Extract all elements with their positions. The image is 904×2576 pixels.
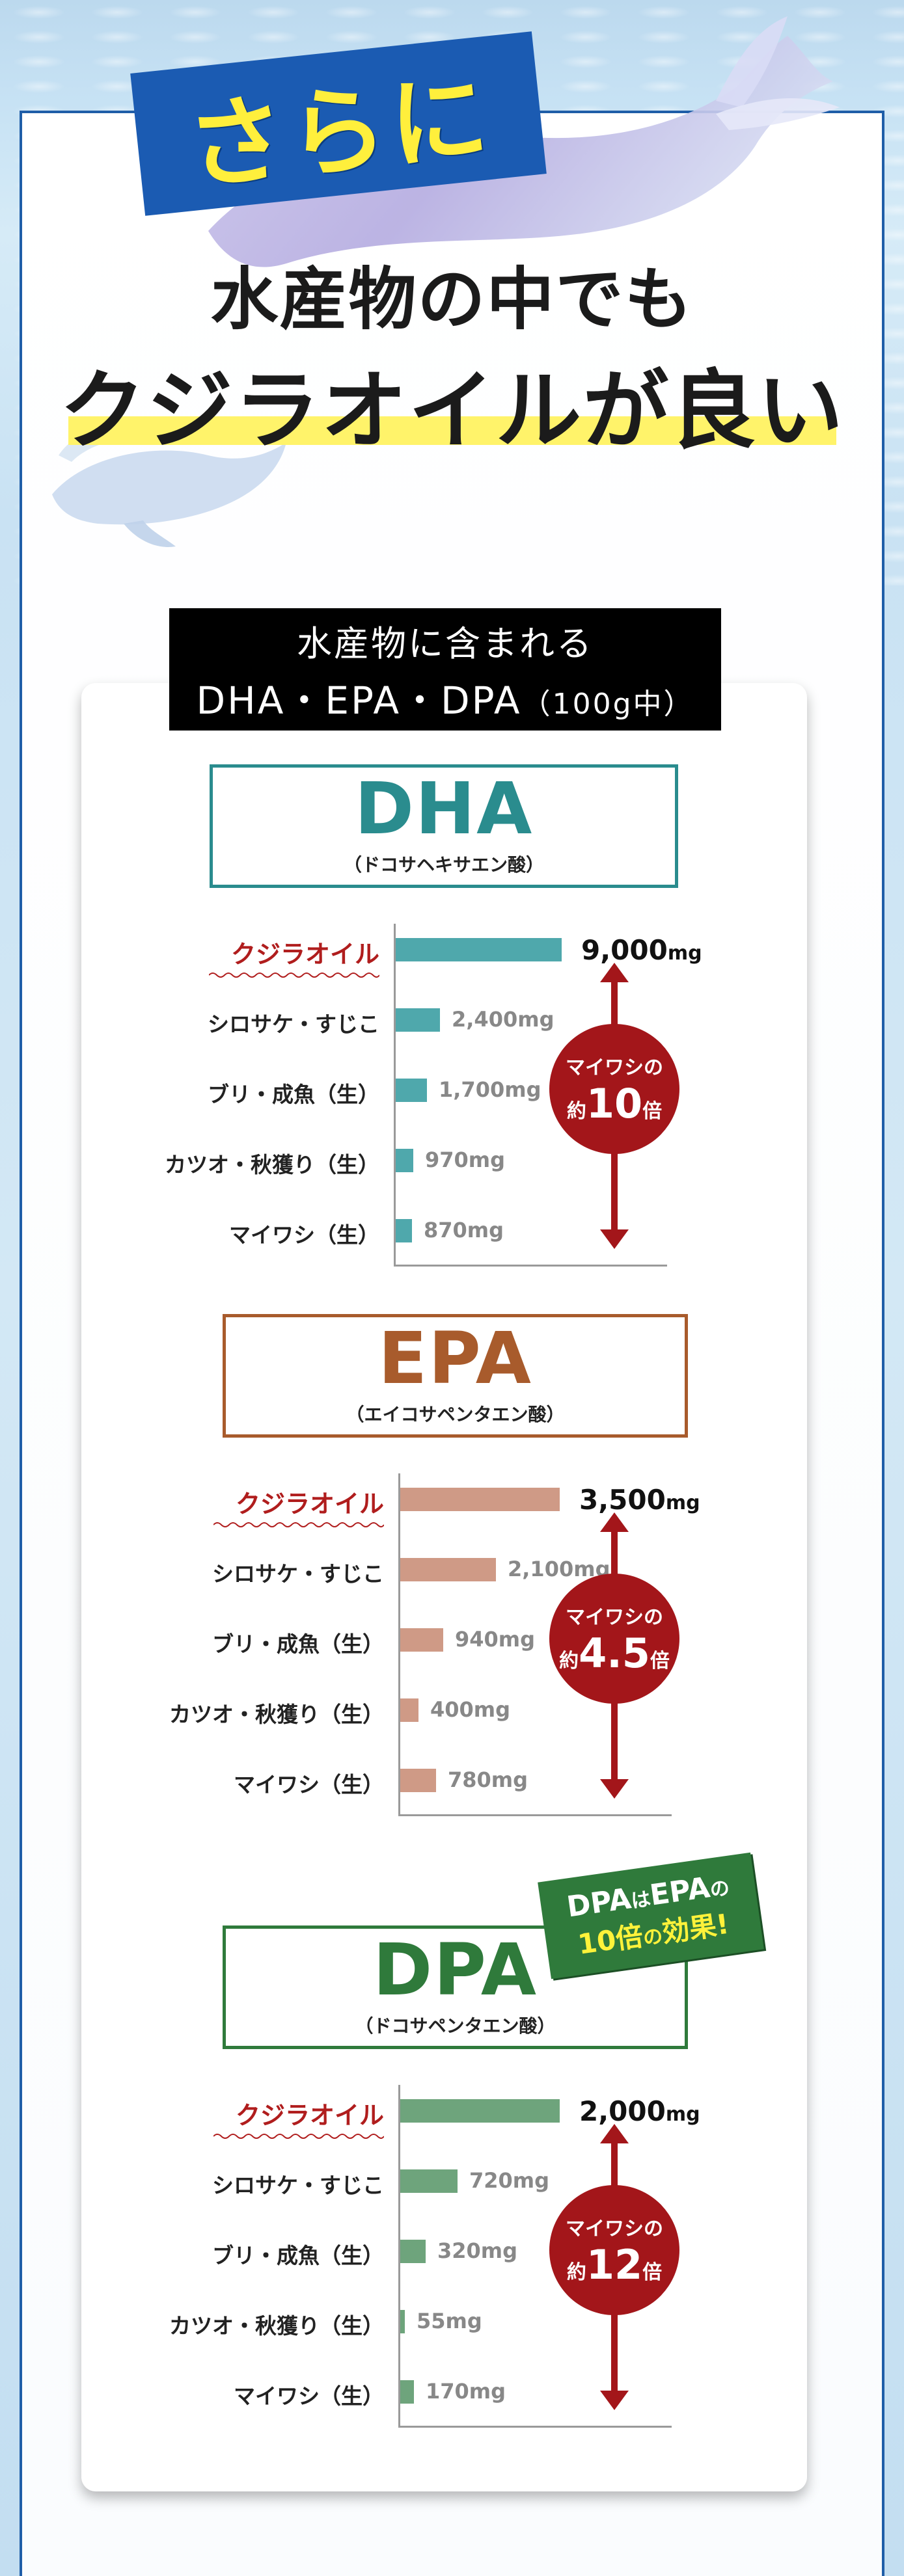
dha-value-unit: mg (667, 942, 702, 965)
dha-ratio-line2: 約10倍 (549, 1080, 679, 1127)
dpa-note-no2: の (642, 1924, 664, 1950)
epa-row-label: マイワシ（生） (234, 1772, 384, 1797)
dpa-value: 2,000mg (579, 2095, 700, 2127)
dpa-bar (400, 2380, 414, 2404)
epa-bar (400, 1628, 443, 1652)
dpa-note-no: の (708, 1876, 732, 1902)
epa-ratio-suffix: 倍 (650, 1649, 670, 1672)
dha-row-label: マイワシ（生） (229, 1222, 379, 1248)
epa-title: EPA (378, 1317, 532, 1400)
epa-value-number: 3,500 (579, 1484, 666, 1516)
dpa-ratio-line1: マイワシの (566, 2217, 663, 2240)
dha-row-label: カツオ・秋獲り（生） (165, 1152, 379, 1177)
dpa-ratio-circle: マイワシの 約12倍 (549, 2185, 679, 2315)
epa-row-label: ブリ・成魚（生） (212, 1631, 384, 1657)
dha-underline-wave (208, 969, 380, 978)
dha-ratio-line1: マイワシの (566, 1056, 663, 1079)
dha-value-number: 9,000 (581, 934, 668, 966)
dha-row-label: ブリ・成魚（生） (208, 1082, 379, 1107)
epa-ratio-number: 4.5 (579, 1629, 650, 1677)
dha-ratio-suffix: 倍 (642, 1099, 663, 1123)
epa-row-label: クジラオイル (235, 1490, 384, 1518)
dha-title-box: DHA （ドコサヘキサエン酸） (210, 764, 678, 888)
dha-bar (396, 1219, 412, 1242)
dpa-value-unit: mg (665, 2103, 700, 2126)
title-highlight (68, 416, 836, 445)
epa-underline-wave (213, 1519, 385, 1527)
dha-ratio-number: 10 (586, 1079, 643, 1127)
dpa-row-label: クジラオイル (235, 2101, 384, 2130)
dha-ratio-circle: マイワシの 約10倍 (549, 1024, 679, 1154)
dha-bar (396, 1079, 427, 1102)
dha-row-label: クジラオイル (230, 940, 379, 969)
dha-title: DHA (354, 767, 534, 850)
dpa-bar (400, 2099, 560, 2123)
dha-value: 870mg (424, 1218, 504, 1242)
card-title-suffix: （100g中） (521, 687, 694, 721)
epa-value: 940mg (455, 1627, 536, 1652)
dpa-subtitle: （ドコサペンタエン酸） (355, 2015, 556, 2037)
dpa-row-label: シロサケ・すじこ (212, 2173, 384, 2198)
dha-value: 9,000mg (581, 934, 702, 966)
epa-bar (400, 1558, 496, 1581)
dha-subtitle: （ドコサヘキサエン酸） (343, 853, 544, 876)
dpa-underline-wave (213, 2130, 385, 2139)
epa-row-label: カツオ・秋獲り（生） (169, 1702, 384, 1727)
dpa-note-times: 10倍 (575, 1920, 646, 1961)
dpa-row-label: カツオ・秋獲り（生） (169, 2313, 384, 2339)
dpa-row-label: マイワシ（生） (234, 2383, 384, 2409)
epa-title-box: EPA （エイコサペンタエン酸） (223, 1314, 688, 1438)
epa-chart-axis (398, 1473, 672, 1816)
epa-row-label: シロサケ・すじこ (212, 1561, 384, 1587)
epa-ratio-line2: 約4.5倍 (549, 1630, 679, 1677)
dha-ratio-prefix: 約 (566, 1099, 586, 1123)
epa-subtitle: （エイコサペンタエン酸） (346, 1403, 565, 1425)
dpa-bar (400, 2240, 426, 2263)
dha-bar (396, 938, 562, 961)
dpa-value: 55mg (417, 2309, 482, 2333)
epa-value: 400mg (430, 1697, 511, 1722)
dpa-ratio-prefix: 約 (566, 2261, 586, 2284)
dpa-value: 720mg (469, 2168, 550, 2193)
dha-value: 1,700mg (439, 1077, 541, 1102)
epa-ratio-prefix: 約 (559, 1649, 579, 1672)
dha-bar (396, 1008, 440, 1032)
dha-chart-axis (394, 924, 667, 1267)
epa-bar (400, 1488, 560, 1511)
epa-ratio-circle: マイワシの 約4.5倍 (549, 1574, 679, 1704)
dpa-bar (400, 2310, 405, 2333)
card-title-line1: 水産物に含まれる (297, 623, 594, 664)
dha-bar (396, 1149, 413, 1172)
dha-value: 970mg (425, 1147, 506, 1172)
dha-row-label: シロサケ・すじこ (208, 1012, 379, 1037)
epa-bar (400, 1769, 436, 1792)
epa-value: 3,500mg (579, 1484, 700, 1516)
epa-bar (400, 1698, 418, 1722)
small-whale-icon (52, 435, 286, 547)
page-title-line1: 水産物の中でも (210, 260, 694, 339)
dpa-row-label: ブリ・成魚（生） (212, 2243, 384, 2268)
dpa-value: 170mg (426, 2379, 506, 2404)
dpa-note-effect: 効果! (660, 1907, 732, 1949)
dpa-title: DPA (373, 1928, 538, 2011)
epa-value: 780mg (448, 1767, 528, 1792)
epa-value-unit: mg (665, 1492, 700, 1514)
dpa-ratio-line2: 約12倍 (549, 2241, 679, 2288)
dpa-value: 320mg (437, 2238, 518, 2263)
card-title-nutrients: DHA・EPA・DPA (196, 678, 522, 723)
dpa-chart-axis (398, 2085, 672, 2428)
dpa-value-number: 2,000 (579, 2095, 666, 2127)
dpa-bar (400, 2169, 458, 2193)
dha-value: 2,400mg (452, 1007, 555, 1032)
dpa-ratio-suffix: 倍 (642, 2261, 663, 2284)
card-title-line2: DHA・EPA・DPA（100g中） (169, 670, 721, 725)
epa-ratio-line1: マイワシの (566, 1605, 663, 1629)
card-title: 水産物に含まれる DHA・EPA・DPA（100g中） (169, 608, 721, 731)
dpa-ratio-number: 12 (586, 2240, 643, 2288)
page-title-line2: クジラオイルが良い (59, 361, 845, 461)
